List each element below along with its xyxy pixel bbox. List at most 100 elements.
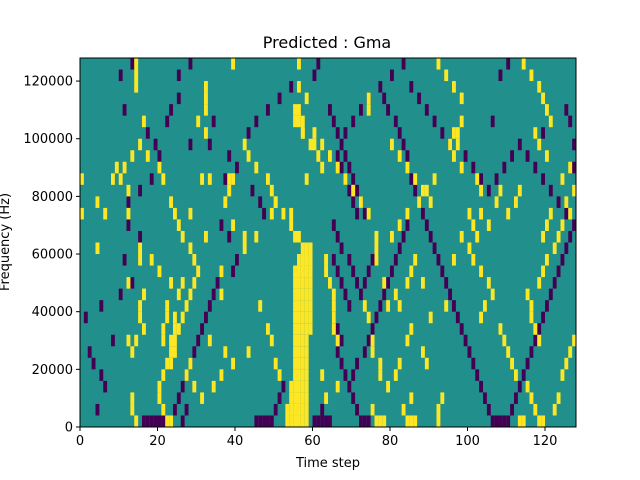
heatmap-cell-positive [293,323,298,335]
heatmap-cell-positive [145,150,150,162]
heatmap-cell-negative [525,150,530,162]
heatmap-cell-positive [200,173,205,185]
heatmap-cell-positive [297,392,301,404]
heatmap-cell-positive [111,173,115,185]
heatmap-cell-positive [196,115,201,128]
heatmap-cell-negative [351,196,356,208]
heatmap-cell-positive [397,219,402,231]
heatmap-cell-negative [517,138,522,151]
heatmap-cell-positive [479,207,484,220]
heatmap-cell-negative [401,58,406,70]
heatmap-cell-positive [173,311,177,324]
heatmap-cell-negative [142,415,146,427]
heatmap-cell-positive [180,311,185,324]
heatmap-cell-positive [297,254,301,266]
heatmap-cell-positive [188,242,193,255]
heatmap-cell-positive [297,311,301,324]
heatmap-cell-positive [293,288,298,301]
heatmap-cell-positive [130,403,135,416]
heatmap-cell-negative [138,184,143,197]
y-axis-title: Frequency (Hz) [0,193,13,291]
heatmap-cell-negative [355,207,360,220]
heatmap-cell-negative [517,380,522,393]
heatmap-cell-negative [417,92,422,105]
heatmap-cell-negative [83,311,88,324]
heatmap-cell-positive [533,403,538,416]
heatmap-cell-positive [289,380,294,393]
heatmap-cell-positive [397,300,402,312]
heatmap-cell-negative [235,254,239,266]
heatmap-cell-negative [370,254,375,266]
heatmap-cell-negative [161,415,166,427]
heatmap-cell-negative [211,115,216,128]
heatmap-cell-positive [529,69,534,82]
heatmap-cell-negative [362,415,367,427]
heatmap-cell-positive [80,207,84,220]
heatmap-cell-positive [300,115,305,128]
heatmap-cell-negative [246,127,251,139]
heatmap-cell-negative [145,415,150,427]
heatmap-cell-negative [572,219,577,231]
heatmap-cell-positive [293,311,298,324]
heatmap-cell-positive [227,173,232,185]
y-tick-label: 120000 [23,75,73,90]
heatmap-cell-positive [176,323,181,335]
heatmap-cell-negative [514,392,518,404]
heatmap-cell-positive [316,150,321,162]
heatmap-cell-negative [335,230,340,243]
heatmap-cell-negative [219,219,224,231]
heatmap-cell-positive [541,230,546,243]
heatmap-cell-positive [436,58,441,70]
heatmap-cell-positive [196,265,201,278]
heatmap-cell-positive [424,357,429,370]
heatmap-cell-positive [304,334,309,347]
heatmap-cell-positive [378,415,383,427]
heatmap-cell-positive [517,184,522,197]
heatmap-cell-positive [417,196,422,208]
heatmap-cell-positive [297,58,301,70]
heatmap-cell-positive [331,288,336,301]
y-axis: 0 20000 40000 60000 80000 100000 120000 [23,75,80,436]
heatmap-cell-positive [475,173,480,185]
heatmap-cell-positive [157,392,162,404]
heatmap-cell-negative [359,288,363,301]
heatmap-cell-negative [428,230,433,243]
heatmap-cell-positive [393,369,398,381]
heatmap-cell-positive [424,184,429,197]
heatmap-cells [80,58,577,427]
heatmap-cell-negative [572,138,577,151]
heatmap-cell-negative [254,115,259,128]
heatmap-cell-positive [452,81,456,93]
heatmap-cell-positive [204,92,208,105]
heatmap-cell-positive [246,150,251,162]
heatmap-cell-positive [293,334,298,347]
heatmap-cell-negative [355,184,360,197]
heatmap-cell-positive [173,346,177,358]
heatmap-cell-negative [122,104,127,116]
heatmap-cell-positive [537,277,542,289]
heatmap-cell-negative [176,392,181,404]
heatmap-cell-positive [300,415,305,427]
heatmap-cell-positive [308,138,313,151]
heatmap-cell-positive [297,277,301,289]
heatmap-cell-negative [149,173,154,185]
heatmap-cell-positive [157,161,162,174]
heatmap-cell-negative [479,380,484,393]
heatmap-cell-negative [262,415,267,427]
heatmap-cell-negative [560,254,565,266]
heatmap-cell-positive [366,92,371,105]
heatmap-cell-negative [498,69,503,82]
heatmap-cell-positive [405,277,410,289]
heatmap-cell-positive [169,277,174,289]
heatmap-cell-positive [293,277,298,289]
chart-title: Predicted : Gma [263,33,391,52]
heatmap-cell-negative [359,104,363,116]
heatmap-cell-positive [471,219,476,231]
heatmap-cell-positive [165,311,170,324]
heatmap-cell-positive [227,184,232,197]
heatmap-cell-positive [545,219,549,231]
heatmap-cell-positive [386,300,391,312]
heatmap-cell-positive [134,81,139,93]
heatmap-cell-negative [382,288,387,301]
